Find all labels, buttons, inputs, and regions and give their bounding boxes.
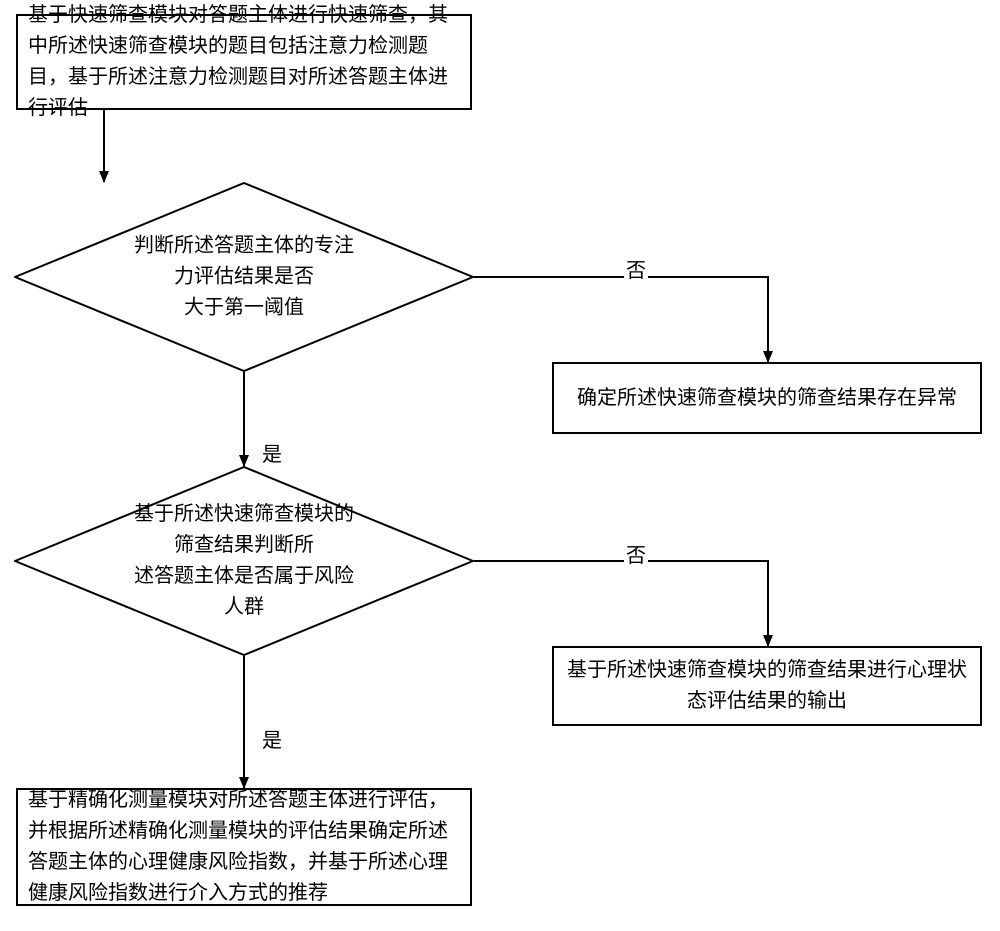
edge-label-yes: 是 — [260, 438, 284, 467]
node-text: 基于所述快速筛查模块的筛查结果进行心理状态评估结果的输出 — [564, 655, 970, 717]
process-node-screening: 基于快速筛查模块对答题主体进行快速筛查，其中所述快速筛查模块的题目包括注意力检测… — [16, 14, 472, 110]
node-text: 确定所述快速筛查模块的筛查结果存在异常 — [564, 383, 970, 414]
process-node-output-eval: 基于所述快速筛查模块的筛查结果进行心理状态评估结果的输出 — [552, 646, 982, 726]
process-node-precise-measure: 基于精确化测量模块对所述答题主体进行评估，并根据所述精确化测量模块的评估结果确定… — [16, 788, 472, 906]
edge-label-no: 否 — [624, 539, 648, 568]
edge-label-yes: 是 — [260, 724, 284, 753]
decision-node-risk-group: 基于所述快速筛查模块的筛查结果判断所 述答题主体是否属于风险人群 — [14, 466, 474, 656]
process-node-abnormal-result: 确定所述快速筛查模块的筛查结果存在异常 — [552, 362, 982, 434]
decision-node-attention-threshold: 判断所述答题主体的专注力评估结果是否 大于第一阈值 — [14, 182, 474, 372]
node-text: 基于精确化测量模块对所述答题主体进行评估，并根据所述精确化测量模块的评估结果确定… — [28, 785, 460, 909]
node-text: 基于所述快速筛查模块的筛查结果判断所 述答题主体是否属于风险人群 — [129, 499, 359, 623]
edge-label-no: 否 — [624, 254, 648, 283]
node-text: 基于快速筛查模块对答题主体进行快速筛查，其中所述快速筛查模块的题目包括注意力检测… — [28, 0, 460, 124]
flowchart-canvas: 基于快速筛查模块对答题主体进行快速筛查，其中所述快速筛查模块的题目包括注意力检测… — [0, 0, 1000, 931]
node-text: 判断所述答题主体的专注力评估结果是否 大于第一阈值 — [129, 231, 359, 324]
